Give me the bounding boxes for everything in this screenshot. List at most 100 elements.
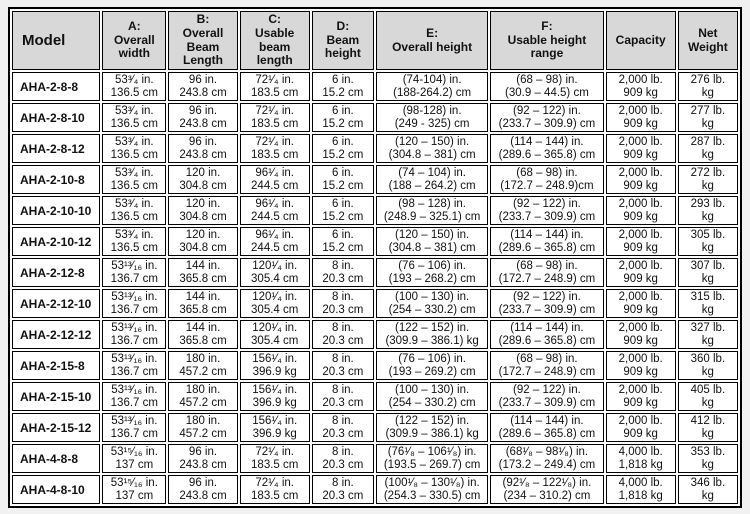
- value-line: 183.5 cm: [251, 148, 299, 161]
- e-value-cell: (74 – 104) in. (188 – 264.2) cm: [375, 165, 489, 195]
- value-line: (92 – 122) in.: [513, 104, 581, 117]
- value-line: 53¹³⁄₁₆ in.: [111, 414, 158, 427]
- value-line: 53¹⁵⁄₁₆ in.: [110, 445, 158, 458]
- value-line: 72¹⁄₄ in.: [255, 73, 294, 86]
- c-value-cell: 72¹⁄₄ in. 183.5 cm: [239, 134, 310, 164]
- value-line: 365.8 cm: [179, 303, 227, 316]
- model-cell: AHA-2-12-12: [12, 320, 101, 350]
- value-line: 72¹⁄₄ in.: [255, 476, 294, 489]
- cap-value-cell: 2,000 lb. 909 kg: [605, 103, 676, 133]
- value-line: kg: [701, 489, 714, 502]
- value-line: (122 – 152) in.: [395, 321, 470, 334]
- value-line: (76 – 106) in.: [398, 259, 466, 272]
- value-line: (249 - 325) cm: [394, 117, 470, 130]
- wt-value-cell: 327 lb. kg: [677, 320, 738, 350]
- cap-value-cell: 2,000 lb. 909 kg: [605, 134, 676, 164]
- d-value-cell: 8 in. 20.3 cm: [311, 382, 374, 412]
- a-value-cell: 53¹⁵⁄₁₆ in. 137 cm: [102, 475, 167, 505]
- b-value-cell: 120 in. 304.8 cm: [168, 196, 238, 226]
- value-line: 243.8 cm: [179, 489, 227, 502]
- e-value-cell: (122 – 152) in. (309.9 – 386.1) kg: [375, 413, 489, 443]
- f-value-cell: (68 – 98) in. (30.9 – 44.5) cm: [490, 72, 604, 102]
- model-cell: AHA-2-8-12: [12, 134, 101, 164]
- value-line: 396.9 kg: [252, 396, 297, 409]
- value-line: 6 in.: [331, 228, 354, 241]
- value-line: (248.9 – 325.1) cm: [383, 210, 481, 223]
- c-value-cell: 96¹⁄₄ in. 244.5 cm: [239, 165, 310, 195]
- a-value-cell: 53¹⁵⁄₁₆ in. 137 cm: [102, 444, 167, 474]
- column-header-overall-beam-length: B: Overall Beam Length: [168, 11, 238, 71]
- value-line: (114 – 144) in.: [510, 228, 584, 241]
- model-cell: AHA-2-10-12: [12, 227, 101, 257]
- value-line: (76 – 106) in.: [398, 352, 466, 365]
- e-value-cell: (100¹⁄₈ – 130¹⁄₈) in. (254.3 – 330.5) cm: [375, 475, 489, 505]
- value-line: 305.4 cm: [251, 303, 299, 316]
- value-line: (114 – 144) in.: [510, 414, 584, 427]
- e-value-cell: (100 – 130) in. (254 – 330.2) cm: [375, 382, 489, 412]
- value-line: 909 kg: [623, 86, 658, 99]
- value-line: 120¹⁄₄ in.: [252, 259, 298, 272]
- c-value-cell: 72¹⁄₄ in. 183.5 cm: [239, 72, 310, 102]
- value-line: 136.7 cm: [110, 334, 158, 347]
- b-value-cell: 96 in. 243.8 cm: [168, 444, 238, 474]
- d-value-cell: 6 in. 15.2 cm: [311, 165, 374, 195]
- value-line: 6 in.: [331, 197, 354, 210]
- e-value-cell: (120 – 150) in. (304.8 – 381) cm: [375, 134, 489, 164]
- value-line: 304.8 cm: [179, 241, 227, 254]
- value-line: 909 kg: [623, 272, 658, 285]
- d-value-cell: 6 in. 15.2 cm: [311, 103, 374, 133]
- c-value-cell: 120¹⁄₄ in. 305.4 cm: [239, 258, 310, 288]
- value-line: 1,818 kg: [618, 489, 663, 502]
- value-line: 4,000 lb.: [618, 445, 663, 458]
- b-value-cell: 120 in. 304.8 cm: [168, 227, 238, 257]
- value-line: (92 – 122) in.: [513, 383, 581, 396]
- value-line: 8 in.: [331, 383, 354, 396]
- value-line: 72¹⁄₄ in.: [255, 445, 294, 458]
- value-line: 243.8 cm: [179, 86, 227, 99]
- value-line: 120 in.: [185, 228, 221, 241]
- cap-value-cell: 2,000 lb. 909 kg: [605, 227, 676, 257]
- value-line: 305.4 cm: [251, 272, 299, 285]
- value-line: 412 lb.: [690, 414, 726, 427]
- value-line: (122 – 152) in.: [395, 414, 470, 427]
- value-line: 183.5 cm: [251, 86, 299, 99]
- c-value-cell: 156¹⁄₄ in. 396.9 kg: [239, 382, 310, 412]
- value-line: 909 kg: [623, 303, 658, 316]
- value-line: 120 in.: [185, 166, 221, 179]
- model-cell: AHA-2-8-10: [12, 103, 101, 133]
- value-line: 156¹⁄₄ in.: [252, 414, 298, 427]
- table-body: AHA-2-8-8 53³⁄₄ in. 136.5 cm 96 in. 243.8 cm…: [12, 72, 738, 505]
- value-line: 2,000 lb.: [618, 73, 663, 86]
- hoist-spec-table: Model A: Overall width B: Overall Beam L…: [8, 7, 742, 509]
- cap-value-cell: 4,000 lb. 1,818 kg: [605, 444, 676, 474]
- e-value-cell: (122 – 152) in. (309.9 – 386.1) kg: [375, 320, 489, 350]
- f-value-cell: (68 – 98) in. (172.7 – 248.9)cm: [490, 165, 604, 195]
- wt-value-cell: 346 lb. kg: [677, 475, 738, 505]
- value-line: (304.8 – 381) cm: [388, 148, 476, 161]
- value-line: (193 – 269.2) cm: [388, 365, 476, 378]
- value-line: (289.6 – 365.8) cm: [498, 334, 596, 347]
- value-line: 180 in.: [185, 383, 221, 396]
- f-value-cell: (92 – 122) in. (233.7 – 309.9) cm: [490, 103, 604, 133]
- column-header-capacity: Capacity: [605, 11, 676, 71]
- value-line: 136.7 cm: [110, 365, 158, 378]
- value-line: (254.3 – 330.5) cm: [383, 489, 481, 502]
- value-line: 15.2 cm: [322, 241, 364, 254]
- model-cell: AHA-2-12-8: [12, 258, 101, 288]
- value-line: kg: [701, 241, 714, 254]
- d-value-cell: 6 in. 15.2 cm: [311, 196, 374, 226]
- value-line: 2,000 lb.: [618, 414, 663, 427]
- value-line: 183.5 cm: [251, 458, 299, 471]
- value-line: (233.7 – 309.9) cm: [498, 210, 596, 223]
- value-line: 20.3 cm: [322, 365, 364, 378]
- value-line: kg: [701, 427, 714, 440]
- column-header-net-weight: Net Weight: [677, 11, 738, 71]
- value-line: (172.7 – 248.9) cm: [498, 365, 596, 378]
- d-value-cell: 8 in. 20.3 cm: [311, 475, 374, 505]
- value-line: 909 kg: [623, 396, 658, 409]
- value-line: (233.7 – 309.9) cm: [498, 396, 596, 409]
- value-line: 136.7 cm: [110, 396, 158, 409]
- value-line: 305.4 cm: [251, 334, 299, 347]
- value-line: (30.9 – 44.5) cm: [505, 86, 589, 99]
